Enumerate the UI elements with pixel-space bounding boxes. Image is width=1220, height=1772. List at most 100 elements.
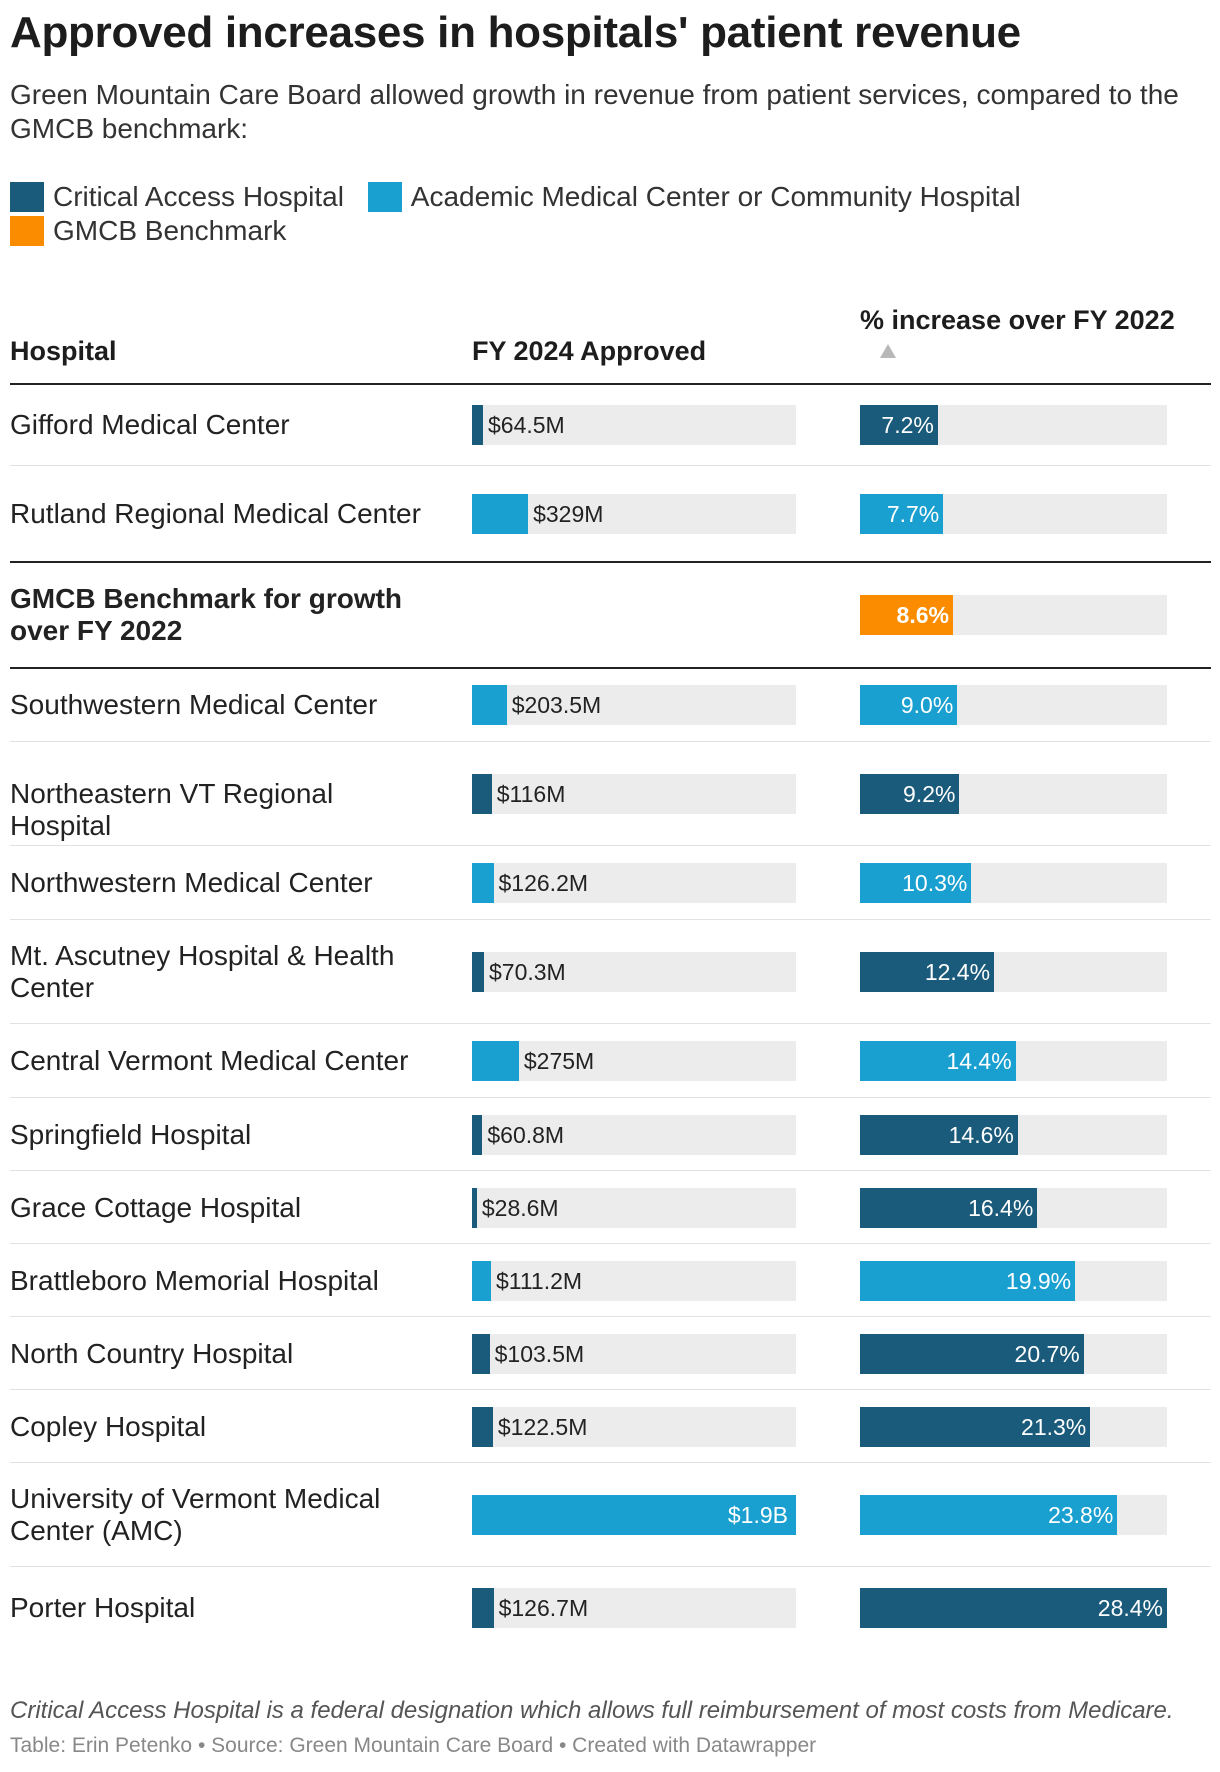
increase-bar (860, 405, 938, 445)
table-row: Copley Hospital $122.5M 21.3% (0, 1390, 1220, 1463)
increase-value-label: 14.4% (946, 1048, 1012, 1074)
legend-item-benchmark: GMCB Benchmark (10, 214, 286, 248)
row-divider (10, 1243, 1211, 1244)
increase-value-label: 9.2% (903, 781, 956, 807)
approved-bar (472, 685, 507, 725)
approved-value-label: $70.3M (488, 959, 566, 985)
increase-bar-track: 20.7% (860, 1333, 1167, 1374)
credits: Table: Erin Petenko • Source: Green Moun… (10, 1734, 817, 1757)
increase-bar (860, 952, 995, 992)
increase-value-label: 7.2% (881, 412, 934, 438)
approved-value-label: $111.2M (495, 1267, 583, 1294)
approved-bar-track: $28.6M (472, 1187, 796, 1228)
legend-swatch-critical-access (10, 182, 44, 212)
row-divider (10, 1389, 1211, 1390)
approved-bar (472, 1495, 796, 1535)
table-row: Brattleboro Memorial Hospital $111.2M 19.9… (0, 1244, 1220, 1317)
approved-bar-track: $122.5M (472, 1406, 796, 1447)
increase-value-label: 7.7% (886, 501, 940, 527)
table-row: University of Vermont Medical Center (AM… (0, 1463, 1220, 1567)
legend-swatch-benchmark (10, 216, 44, 246)
hospital-name: Northeastern VT Regional Hospital (10, 778, 334, 841)
increase-bar-track: 21.3% (860, 1406, 1167, 1447)
legend: Critical Access Hospital Academic Medica… (10, 180, 1200, 248)
increase-bar (860, 685, 958, 725)
approved-value-label: $126.2M (498, 870, 589, 896)
increase-bar (860, 1187, 1038, 1228)
approved-bar (472, 1114, 483, 1155)
table-row: Mt. Ascutney Hospital & Health Center $70… (0, 920, 1220, 1024)
approved-value-label: $329M (533, 501, 604, 527)
table-row: Northeastern VT Regional Hospital $116M 9.… (0, 742, 1220, 846)
increase-value-label: 9.0% (900, 692, 954, 718)
approved-value-label: $60.8M (487, 1121, 565, 1148)
increase-value-label: 8.6% (896, 602, 949, 628)
approved-value-label: $275M (523, 1048, 595, 1074)
hospital-name: GMCB Benchmark for growth over FY 2022 (10, 583, 403, 646)
increase-value-label: 14.6% (948, 1121, 1014, 1148)
legend-label-academic-community: Academic Medical Center or Community Hos… (410, 181, 1021, 212)
approved-bar (472, 1187, 477, 1228)
approved-bar (472, 1588, 494, 1628)
approved-bar-track: $111.2M (472, 1260, 796, 1301)
increase-bar-track: 7.2% (860, 405, 1167, 445)
hospital-name: Grace Cottage Hospital (10, 1191, 302, 1223)
increase-bar-track: 28.4% (860, 1588, 1167, 1628)
hospital-name: Southwestern Medical Center (10, 689, 378, 720)
hospital-name: Springfield Hospital (10, 1118, 252, 1150)
table-row: Gifford Medical Center $64.5M 7.2% (0, 384, 1220, 466)
column-header-fy2024-approved[interactable]: FY 2024 Approved (472, 336, 707, 366)
approved-bar (472, 1406, 493, 1447)
approved-bar-track: $126.2M (472, 863, 796, 903)
increase-bar (860, 1495, 1118, 1535)
hospital-name: Porter Hospital (10, 1592, 196, 1623)
column-header-hospital[interactable]: Hospital (10, 336, 117, 366)
hospital-name: Central Vermont Medical Center (10, 1045, 409, 1076)
approved-bar-track: $103.5M (472, 1333, 796, 1374)
approved-value-label: $203.5M (511, 692, 602, 718)
column-header-pct-increase[interactable]: % increase over FY 2022 (860, 305, 1175, 335)
approved-value-label: $1.9B (727, 1502, 788, 1528)
hospital-name: University of Vermont Medical Center (AM… (10, 1483, 381, 1546)
table-row: Central Vermont Medical Center $275M 14.4% (0, 1024, 1220, 1098)
section-rule (10, 561, 1211, 563)
increase-value-label: 23.8% (1048, 1502, 1114, 1528)
approved-value-label: $28.6M (481, 1194, 559, 1221)
increase-value-label: 10.3% (902, 870, 968, 896)
increase-value-label: 19.9% (1005, 1267, 1072, 1294)
approved-bar (472, 863, 494, 903)
increase-bar (860, 1406, 1091, 1447)
row-divider (10, 1170, 1211, 1171)
approved-bar-track: $60.8M (472, 1114, 796, 1155)
increase-bar-track: 16.4% (860, 1187, 1167, 1228)
row-divider (10, 1462, 1211, 1463)
legend-swatch-academic-community (367, 182, 402, 212)
increase-bar-track: 8.6% (860, 595, 1167, 635)
hospital-name: Mt. Ascutney Hospital & Health Center (10, 940, 395, 1003)
sort-ascending-icon[interactable] (880, 344, 896, 358)
hospital-name: Northwestern Medical Center (10, 867, 373, 898)
table-row: GMCB Benchmark for growth over FY 2022 8.… (0, 562, 1220, 668)
increase-value-label: 16.4% (968, 1194, 1034, 1221)
hospital-name: Copley Hospital (10, 1410, 207, 1442)
increase-value-label: 20.7% (1014, 1340, 1080, 1367)
increase-bar (860, 1260, 1076, 1301)
increase-bar-track: 14.4% (860, 1041, 1167, 1081)
increase-value-label: 12.4% (924, 959, 991, 985)
approved-value-label: $116M (496, 781, 566, 807)
increase-bar-track: 19.9% (860, 1260, 1167, 1301)
chart-title: Approved increases in hospitals' patient… (10, 8, 1021, 57)
approved-bar (472, 1041, 519, 1081)
approved-bar (472, 494, 529, 534)
approved-bar (472, 774, 492, 814)
approved-bar (472, 1260, 491, 1301)
increase-bar-track: 7.7% (860, 494, 1167, 534)
increase-bar (860, 595, 953, 635)
approved-bar-track: $70.3M (472, 952, 796, 992)
increase-bar-track: 12.4% (860, 952, 1167, 992)
header-rule (10, 383, 1211, 385)
approved-bar-track: $116M (472, 774, 796, 814)
approved-bar-track: $275M (472, 1041, 796, 1081)
approved-bar-track: $329M (472, 494, 796, 534)
